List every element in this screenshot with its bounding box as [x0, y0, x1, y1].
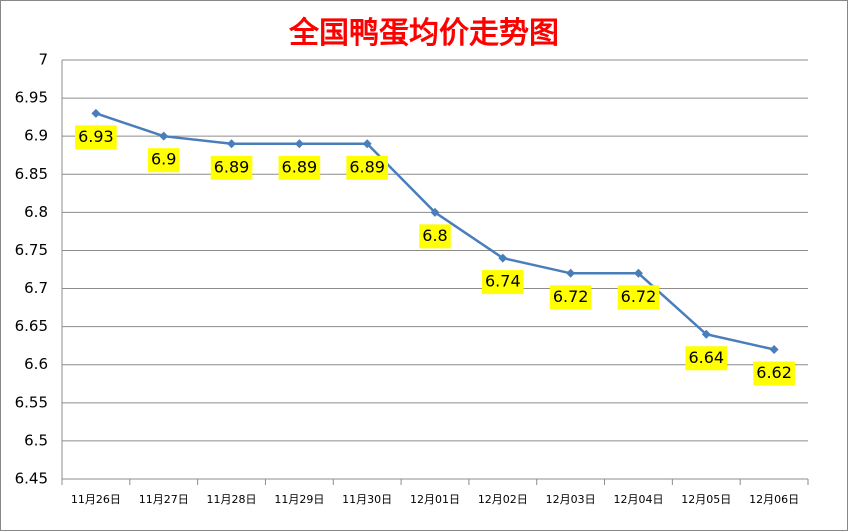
data-label-bg [278, 155, 321, 180]
y-tick-label: 6.75 [15, 241, 48, 259]
y-tick-label: 6.65 [15, 317, 48, 335]
x-tick-label: 11月29日 [274, 493, 324, 506]
marker [91, 108, 101, 118]
x-tick-label: 12月06日 [749, 493, 799, 506]
data-label-bg [75, 125, 117, 150]
data-label: 6.93 [78, 127, 114, 146]
chart-title: 全国鸭蛋均价走势图 [288, 16, 559, 51]
marker [227, 139, 237, 149]
y-tick-label: 6.85 [15, 165, 48, 183]
marker [769, 344, 779, 354]
x-tick-label: 12月01日 [410, 493, 460, 506]
data-label: 6.72 [621, 287, 657, 306]
x-tick-label: 12月04日 [613, 493, 663, 506]
data-label: 6.62 [756, 363, 792, 382]
data-label: 6.8 [422, 226, 447, 245]
x-tick-label: 11月26日 [71, 493, 121, 506]
data-label: 6.89 [282, 157, 318, 176]
data-label-bg [549, 285, 592, 310]
data-label-bg [753, 361, 795, 386]
x-tick-label: 11月27日 [139, 493, 189, 506]
data-label-bg [617, 285, 660, 310]
data-label-bg [210, 155, 253, 180]
marker [294, 139, 304, 149]
data-label-bg [482, 270, 524, 295]
x-tick-label: 11月28日 [207, 493, 257, 506]
y-tick-label: 7 [38, 51, 48, 69]
y-tick-label: 6.6 [24, 355, 48, 373]
x-tick-label: 12月03日 [546, 493, 596, 506]
marker [633, 268, 643, 278]
marker [701, 329, 711, 339]
x-tick-label: 12月02日 [478, 493, 528, 506]
y-tick-label: 6.55 [15, 393, 48, 411]
data-label: 6.89 [214, 157, 250, 176]
data-label: 6.72 [553, 287, 589, 306]
x-tick-label: 12月05日 [681, 493, 731, 506]
data-label-bg [685, 346, 728, 371]
marker [159, 131, 169, 141]
y-tick-label: 6.95 [15, 89, 48, 107]
y-tick-label: 6.9 [24, 127, 48, 145]
data-label: 6.74 [485, 272, 521, 291]
data-label-bg [148, 148, 180, 173]
y-tick-label: 6.45 [15, 470, 48, 488]
marker [498, 253, 508, 263]
data-label: 6.9 [151, 150, 176, 169]
marker [566, 268, 576, 278]
y-tick-label: 6.7 [24, 279, 48, 297]
x-tick-label: 11月30日 [342, 493, 392, 506]
data-label: 6.64 [688, 348, 724, 367]
marker [362, 139, 372, 149]
marker [430, 207, 440, 217]
y-tick-label: 6.8 [24, 203, 48, 221]
data-label: 6.89 [349, 157, 385, 176]
data-label-bg [346, 155, 388, 180]
data-label-bg [419, 224, 451, 249]
y-tick-label: 6.5 [24, 431, 48, 449]
